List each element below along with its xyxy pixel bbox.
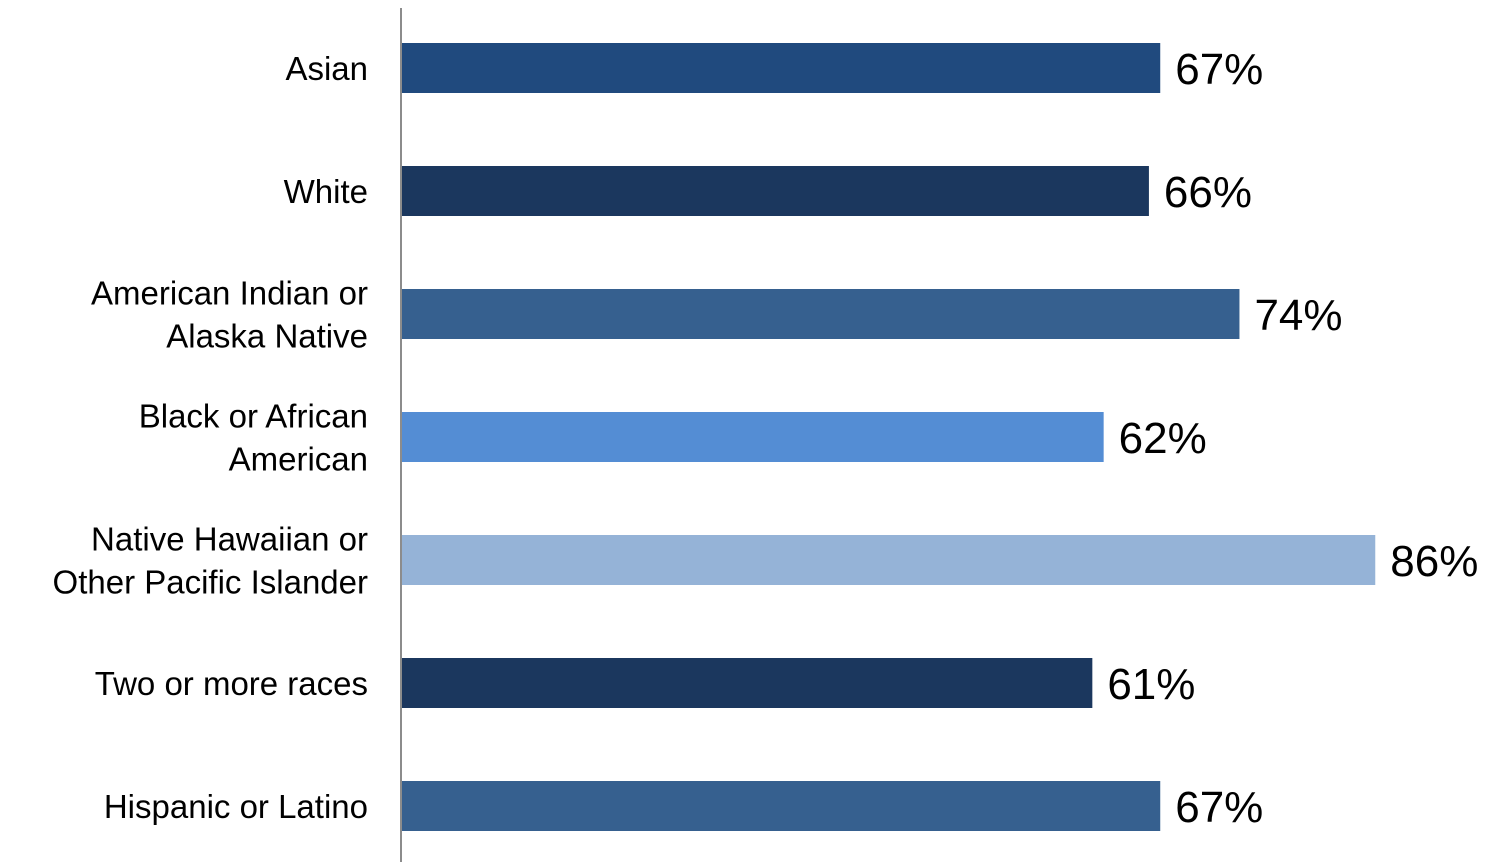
value-label-7: 67% xyxy=(1175,783,1263,832)
category-label-5-line-2: Other Pacific Islander xyxy=(53,564,368,601)
value-label-5: 86% xyxy=(1390,537,1478,586)
value-label-2: 66% xyxy=(1164,168,1252,217)
value-labels-group: 67% 66% 74% 62% 86% 61% 67% xyxy=(1107,45,1478,832)
bar-6 xyxy=(402,658,1093,708)
category-label-2-line-1: White xyxy=(284,173,368,210)
category-label-7-line-1: Hispanic or Latino xyxy=(104,788,368,825)
category-label-5-line-1: Native Hawaiian or xyxy=(91,521,368,558)
category-label-1-line-1: Asian xyxy=(285,50,368,87)
bar-3 xyxy=(402,289,1240,339)
value-label-6: 61% xyxy=(1107,660,1195,709)
category-label-4-line-2: American xyxy=(229,441,368,478)
bar-5 xyxy=(402,535,1376,585)
category-label-4-line-1: Black or African xyxy=(139,398,368,435)
value-label-3: 74% xyxy=(1254,291,1342,340)
value-label-1: 67% xyxy=(1175,45,1263,94)
bar-2 xyxy=(402,166,1149,216)
value-label-4: 62% xyxy=(1119,414,1207,463)
category-label-3-line-1: American Indian or xyxy=(91,275,368,312)
bars-group xyxy=(402,43,1376,831)
category-label-6-line-1: Two or more races xyxy=(95,665,368,702)
bar-4 xyxy=(402,412,1104,462)
bar-1 xyxy=(402,43,1161,93)
category-label-3-line-2: Alaska Native xyxy=(166,318,368,355)
category-labels-group: Asian White American Indian or Alaska Nativ… xyxy=(53,50,368,825)
bar-7 xyxy=(402,781,1161,831)
